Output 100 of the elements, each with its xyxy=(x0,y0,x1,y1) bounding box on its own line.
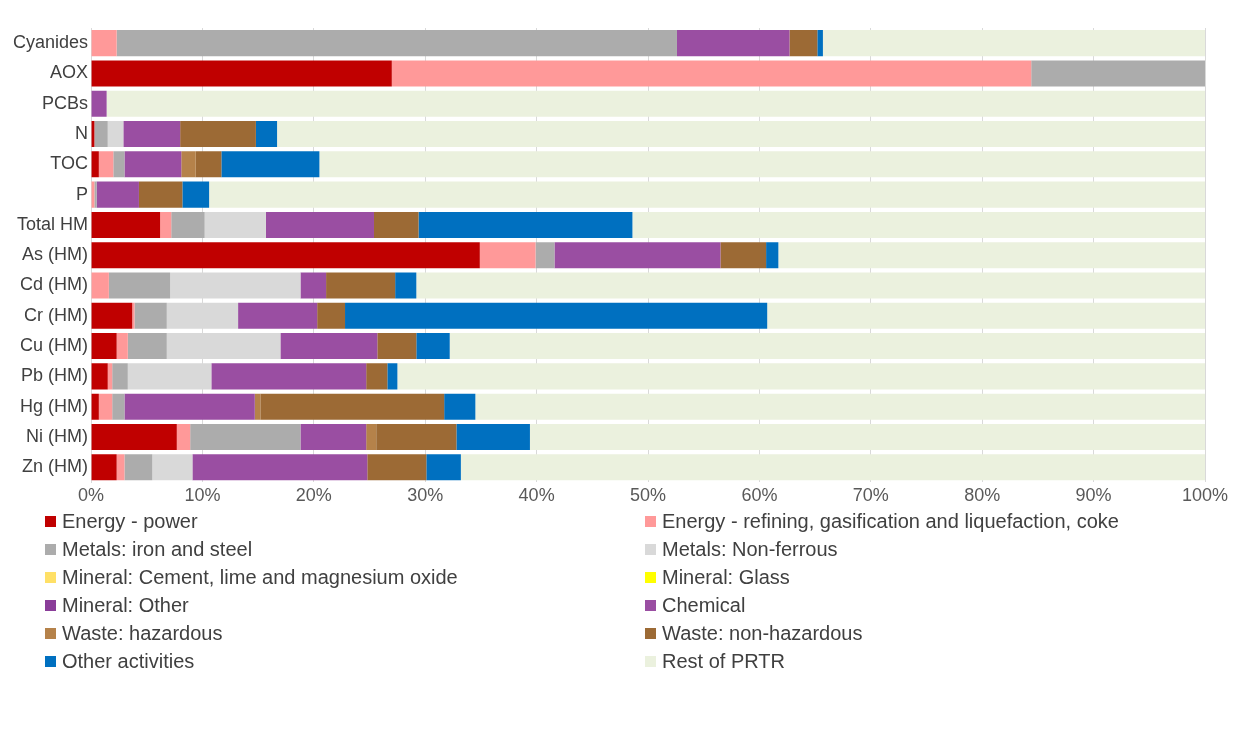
bar xyxy=(444,393,476,420)
bar xyxy=(366,423,377,450)
bar xyxy=(123,121,181,148)
x-tick-label: 20% xyxy=(295,485,332,506)
bar xyxy=(376,423,457,450)
y-tick-label: Zn (HM) xyxy=(22,456,89,477)
bar xyxy=(91,454,117,481)
x-tick-label: 60% xyxy=(741,485,778,506)
bar xyxy=(1031,60,1205,87)
bar xyxy=(529,423,1205,450)
bar xyxy=(132,302,135,329)
bar xyxy=(418,211,633,238)
y-tick-label: As (HM) xyxy=(22,244,89,265)
bar xyxy=(181,151,196,178)
legend-label: Mineral: Other xyxy=(62,594,189,617)
bar xyxy=(152,454,193,481)
bar xyxy=(416,272,1205,299)
x-tick-label: 70% xyxy=(852,485,889,506)
bar xyxy=(171,211,205,238)
bar xyxy=(475,393,1205,420)
y-tick-label: P xyxy=(76,183,89,204)
bar xyxy=(91,333,117,360)
bar xyxy=(98,151,114,178)
bar xyxy=(255,121,278,148)
y-tick-label: Hg (HM) xyxy=(20,395,89,416)
bar xyxy=(195,151,222,178)
y-tick-label: N xyxy=(75,123,89,143)
bar xyxy=(720,242,767,269)
legend-label: Mineral: Cement, lime and magnesium oxide xyxy=(62,566,458,589)
bar xyxy=(112,393,125,420)
bar xyxy=(317,302,346,329)
y-tick-label: Total HM xyxy=(17,213,89,234)
bar xyxy=(387,363,398,390)
bar xyxy=(98,393,113,420)
bar xyxy=(391,60,1032,87)
x-tick-label: 30% xyxy=(407,485,444,506)
bar xyxy=(395,272,417,299)
x-tick-label: 100% xyxy=(1181,485,1229,506)
legend-label: Waste: non-hazardous xyxy=(662,622,863,645)
bar xyxy=(138,181,183,208)
bar xyxy=(767,302,1205,329)
legend-label: Chemical xyxy=(662,594,746,617)
bar xyxy=(116,30,677,57)
y-tick-label: Ni (HM) xyxy=(26,425,89,446)
y-tick-label: Pb (HM) xyxy=(21,365,89,386)
bar xyxy=(96,181,139,208)
bar xyxy=(190,423,301,450)
legend-label: Energy - refining, gasification and liquefaction, coke xyxy=(662,510,1119,533)
bar xyxy=(319,151,1205,178)
bar xyxy=(426,454,461,481)
bar xyxy=(91,60,392,87)
bar xyxy=(91,30,117,57)
bar xyxy=(766,242,779,269)
legend-label: Other activities xyxy=(62,650,195,673)
bar xyxy=(91,272,109,299)
bar xyxy=(260,393,445,420)
bar xyxy=(789,30,818,57)
y-tick-label: PCBs xyxy=(42,92,89,113)
x-tick-label: 50% xyxy=(630,485,667,506)
bar xyxy=(265,211,374,238)
bar xyxy=(280,333,378,360)
bar xyxy=(91,363,108,390)
bar xyxy=(124,151,182,178)
bar xyxy=(300,423,367,450)
bar xyxy=(554,242,721,269)
bar xyxy=(204,211,266,238)
x-tick-label: 0% xyxy=(78,485,105,506)
bar xyxy=(221,151,320,178)
legend-label: Metals: iron and steel xyxy=(62,538,253,561)
bar xyxy=(456,423,530,450)
bar xyxy=(397,363,1205,390)
bar xyxy=(94,121,108,148)
y-tick-label: Cu (HM) xyxy=(20,335,89,356)
legend-label: Waste: hazardous xyxy=(62,622,223,645)
bar xyxy=(91,242,480,269)
bar xyxy=(91,423,177,450)
bar xyxy=(822,30,1205,57)
bar xyxy=(254,393,261,420)
y-tick-label: AOX xyxy=(50,62,89,83)
bar xyxy=(127,333,167,360)
bar xyxy=(124,393,255,420)
bar xyxy=(192,454,368,481)
bar xyxy=(535,242,555,269)
bar xyxy=(91,393,99,420)
bar xyxy=(124,454,153,481)
bar xyxy=(211,363,367,390)
y-tick-label: Cr (HM) xyxy=(24,304,89,325)
bar xyxy=(300,272,327,299)
bar xyxy=(91,151,99,178)
y-tick-label: Cyanides xyxy=(12,32,89,53)
bar xyxy=(176,423,191,450)
bar xyxy=(91,211,161,238)
bar xyxy=(449,333,1205,360)
bar xyxy=(107,121,124,148)
bar xyxy=(367,454,427,481)
bar xyxy=(377,333,417,360)
bar xyxy=(460,454,1205,481)
bar xyxy=(326,272,396,299)
y-tick-label: Cd (HM) xyxy=(20,274,89,295)
bar xyxy=(209,181,1205,208)
